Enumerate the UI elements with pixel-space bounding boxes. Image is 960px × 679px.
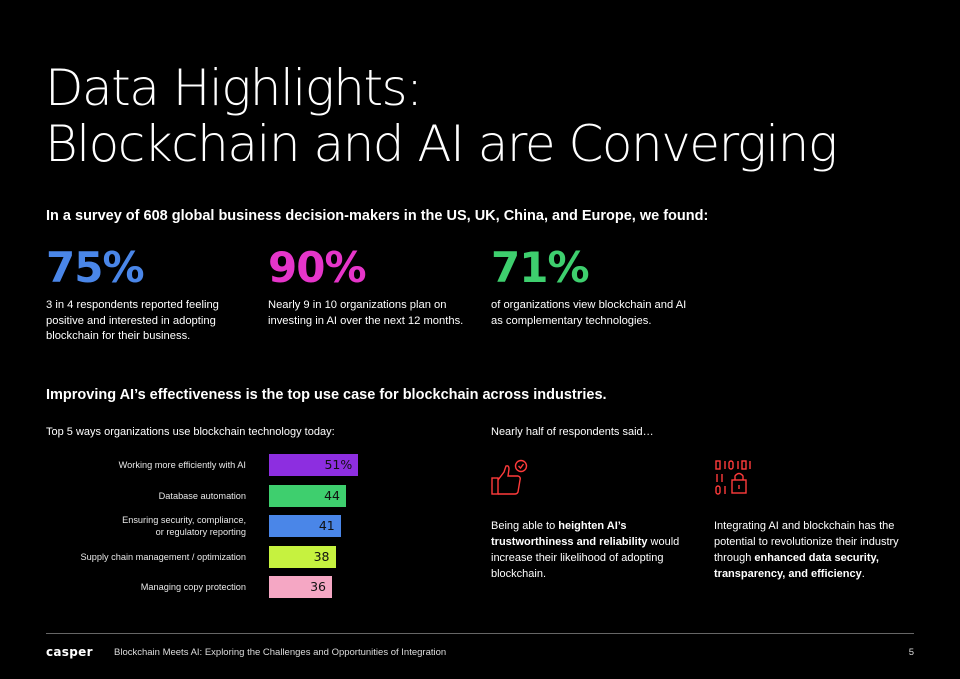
bar: [269, 454, 359, 476]
bar-label-line: Database automation: [158, 490, 246, 501]
thumbs-up-check-icon: [489, 458, 529, 498]
stat-value-3: 71%: [491, 243, 590, 292]
bar: [269, 576, 332, 598]
stat-desc-2: Nearly 9 in 10 organizations plan on inv…: [268, 299, 464, 327]
bar: [269, 484, 346, 507]
quote-2-post: .: [861, 568, 865, 580]
casper-logo: casper: [46, 645, 93, 659]
quote-2-pre: Integrating AI and blockchain has the po…: [714, 520, 899, 564]
bar-label: Working more efficiently with AI: [119, 459, 246, 471]
bar-label: Managing copy protection: [141, 581, 246, 593]
stat-value-2: 90%: [268, 243, 367, 292]
quote-1-bold: heighten AI’s trustworthiness and reliab…: [491, 520, 648, 548]
bar-label-line: Supply chain management / optimization: [80, 551, 246, 562]
title-line-2: Blockchain and AI are Converging: [45, 115, 838, 173]
quote-2: Integrating AI and blockchain has the po…: [714, 518, 919, 582]
bar-value-label: 44: [324, 487, 340, 503]
bar-value-label: 41: [318, 518, 335, 533]
bar-label-line: Managing copy protection: [140, 582, 246, 592]
page-title: Data Highlights: Blockchain and AI are C…: [45, 60, 925, 172]
binary-lock-icon: [714, 458, 754, 498]
bar: [269, 515, 341, 537]
quote-1-pre: Being able to: [491, 520, 559, 532]
bar-value-label: 36: [310, 579, 326, 594]
quote-1: Being able to heighten AI’s trustworthin…: [491, 518, 696, 582]
intro-text: In a survey of 608 global business decis…: [46, 208, 709, 224]
stat-block-2: 90% Nearly 9 in 10 organizations plan on…: [268, 243, 468, 329]
bar: [269, 545, 336, 568]
bar-label-line: or regulatory reporting: [155, 527, 246, 537]
stat-desc-1: 3 in 4 respondents reported feeling posi…: [46, 299, 219, 342]
bar-value-label: 38: [313, 548, 330, 564]
stat-desc-3: of organizations view blockchain and AI …: [491, 299, 687, 327]
page-number: 5: [908, 647, 914, 658]
stat-block-1: 75% 3 in 4 respondents reported feeling …: [46, 243, 246, 345]
bar-label: Ensuring security, compliance, or regulat…: [122, 514, 246, 538]
bar-label: Database automation: [159, 490, 246, 502]
section-heading: Improving AI’s effectiveness is the top …: [46, 387, 607, 403]
quote-1-post: would increase their likelihood of adopt…: [491, 536, 680, 580]
respondents-subtitle: Nearly half of respondents said…: [491, 426, 654, 438]
stat-value-1: 75%: [46, 243, 145, 292]
stat-block-3: 71% of organizations view blockchain and…: [491, 243, 691, 329]
bar-label-line: Ensuring security, compliance,: [122, 515, 246, 525]
footer-divider: [46, 633, 914, 634]
title-line-1: Data Highlights:: [45, 59, 423, 117]
bar-label: Supply chain management / optimization: [81, 551, 246, 563]
bar-value-label: 51%: [324, 457, 353, 472]
footer-title: Blockchain Meets AI: Exploring the Chall…: [114, 647, 447, 658]
bar-label-line: Working more efficiently with AI: [118, 460, 246, 470]
quote-2-bold: enhanced data security, transparency, an…: [714, 552, 879, 580]
chart-subtitle: Top 5 ways organizations use blockchain …: [46, 426, 335, 438]
